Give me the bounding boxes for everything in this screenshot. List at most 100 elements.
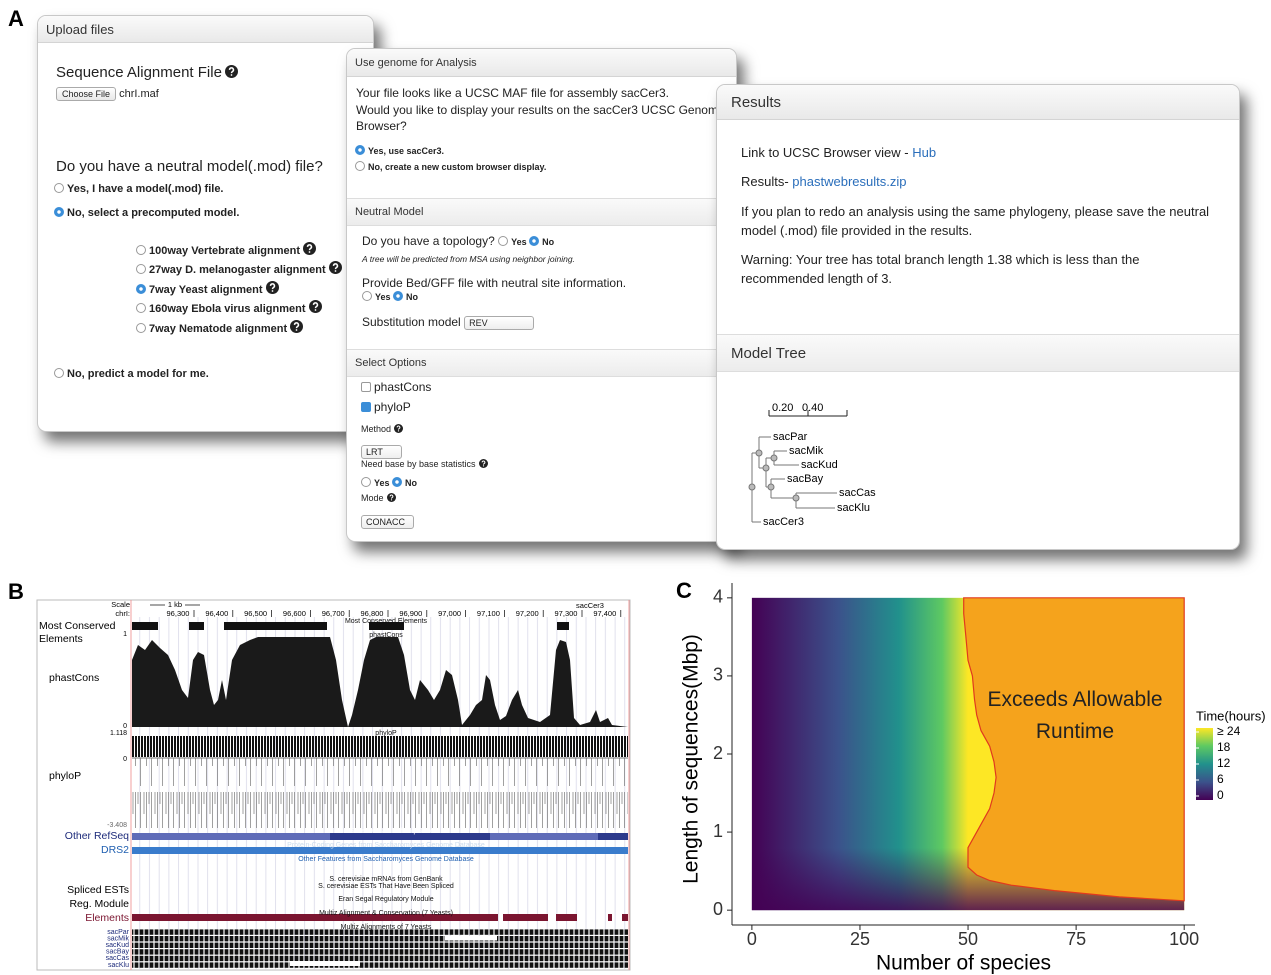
leaf-label: sacKud: [801, 459, 838, 471]
radio[interactable]: [361, 477, 371, 487]
help-icon[interactable]: [225, 65, 238, 78]
scale-label: 0.40: [802, 402, 823, 414]
radio-option[interactable]: No, create a new custom browser display.: [355, 161, 546, 172]
select[interactable]: LRT: [361, 445, 402, 459]
species-label: sacKlu: [108, 962, 129, 969]
field-label: Mode: [361, 493, 396, 503]
position-label: 97,100: [477, 609, 500, 618]
track-scale: -3.408: [107, 822, 127, 829]
option-text: Yes, use sacCer3.: [368, 146, 444, 156]
radio[interactable]: [54, 207, 64, 217]
question: Do you have a neutral model(.mod) file?: [56, 158, 323, 175]
position-label: 96,800: [361, 609, 384, 618]
checkbox[interactable]: [361, 382, 371, 392]
radio[interactable]: [136, 245, 146, 255]
position-label: 96,900: [399, 609, 422, 618]
message-line: Browser?: [356, 118, 725, 135]
radio[interactable]: [362, 291, 372, 301]
chrom-label: chrI:: [115, 609, 130, 618]
alignment-row: [132, 949, 628, 954]
track-label: Spliced ESTs: [67, 884, 129, 896]
panel-label: A: [8, 6, 24, 31]
x-axis-title: Number of species: [876, 952, 1051, 975]
radio-option[interactable]: 160way Ebola virus alignment: [136, 300, 322, 315]
radio[interactable]: [54, 368, 64, 378]
panel-label: B: [8, 579, 24, 604]
radio[interactable]: [54, 183, 64, 193]
position-label: 97,400: [593, 609, 616, 618]
option-text: Yes, I have a model(.mod) file.: [67, 183, 224, 195]
help-icon[interactable]: [329, 261, 342, 274]
select[interactable]: CONACC: [361, 515, 414, 529]
checkbox[interactable]: [361, 402, 371, 412]
leaf-label: sacBay: [787, 473, 824, 485]
scale-label: 0.20: [772, 402, 793, 414]
help-icon[interactable]: [394, 424, 403, 433]
section-title: Select Options: [355, 357, 427, 369]
radio-option[interactable]: Yes, I have a model(.mod) file.: [54, 183, 224, 195]
radio-option[interactable]: Yes, use sacCer3.: [355, 145, 444, 156]
track-label: Most Conserved: [39, 620, 116, 632]
radio[interactable]: [393, 291, 403, 301]
radio[interactable]: [136, 303, 146, 313]
radio-option[interactable]: 7way Nematode alignment: [136, 320, 303, 335]
track-description: phastCons: [369, 632, 403, 639]
x-tick-label: 100: [1169, 929, 1199, 949]
radio[interactable]: [392, 477, 402, 487]
track-scale: 0: [123, 723, 127, 730]
radio-option[interactable]: No, predict a model for me.: [54, 368, 209, 380]
checkbox-option[interactable]: phastCons: [361, 380, 431, 394]
colorbar-label: 0: [1217, 788, 1224, 802]
radio[interactable]: [355, 161, 365, 171]
track-description: Other Features from Saccharomyces Genome…: [298, 856, 474, 863]
option-text: No, predict a model for me.: [67, 368, 209, 380]
y-tick-label: 2: [713, 743, 723, 763]
element-block: [224, 622, 327, 630]
node: [793, 495, 799, 501]
help-icon[interactable]: [479, 459, 488, 468]
field-label: Method: [361, 424, 403, 434]
header-title: Use genome for Analysis: [355, 57, 477, 69]
radio[interactable]: [498, 236, 508, 246]
colorbar-label: ≥ 24: [1217, 724, 1241, 738]
help-icon[interactable]: [266, 281, 279, 294]
y-tick-label: 3: [713, 665, 723, 685]
radio[interactable]: [136, 284, 146, 294]
radio-option[interactable]: No, select a precomputed model.: [54, 207, 239, 219]
y-tick-label: 1: [713, 821, 723, 841]
file-input: Choose File chrI.maf: [56, 87, 159, 101]
radio-option[interactable]: 7way Yeast alignment: [136, 281, 279, 296]
radio-option[interactable]: 100way Vertebrate alignment: [136, 242, 316, 257]
choose-file-button[interactable]: Choose File: [56, 87, 116, 101]
track-label: Elements: [39, 633, 83, 645]
runtime-heatmap: 025507510001234Number of speciesLength o…: [680, 583, 1266, 975]
radio[interactable]: [529, 236, 539, 246]
position-label: 96,500: [244, 609, 267, 618]
section-header: Select Options: [347, 349, 736, 377]
radio-group: Yes No: [361, 477, 417, 488]
track-scale: 0: [123, 756, 127, 763]
leaf-label: sacMik: [789, 445, 824, 457]
radio-option[interactable]: 27way D. melanogaster alignment: [136, 261, 342, 276]
help-icon[interactable]: [303, 242, 316, 255]
track-description: Multiz Alignments of 7 Yeasts: [341, 924, 432, 931]
help-icon[interactable]: [387, 493, 396, 502]
section-header: Neutral Model: [347, 198, 736, 226]
x-tick-label: 75: [1066, 929, 1086, 949]
option-text: phyloP: [374, 400, 411, 414]
alignment-row: [132, 943, 628, 948]
help-icon[interactable]: [290, 320, 303, 333]
colorbar-title: Time(hours): [1196, 708, 1266, 723]
field-label: Need base by base statistics: [361, 459, 488, 469]
field-label: Sequence Alignment File: [56, 64, 238, 81]
checkbox-option[interactable]: phyloP: [361, 400, 411, 414]
node: [768, 484, 774, 490]
help-icon[interactable]: [309, 300, 322, 313]
select[interactable]: REV: [464, 316, 534, 330]
node: [771, 455, 777, 461]
radio[interactable]: [355, 145, 365, 155]
option-text: 27way D. melanogaster alignment: [149, 264, 326, 276]
radio[interactable]: [136, 264, 146, 274]
radio[interactable]: [136, 323, 146, 333]
